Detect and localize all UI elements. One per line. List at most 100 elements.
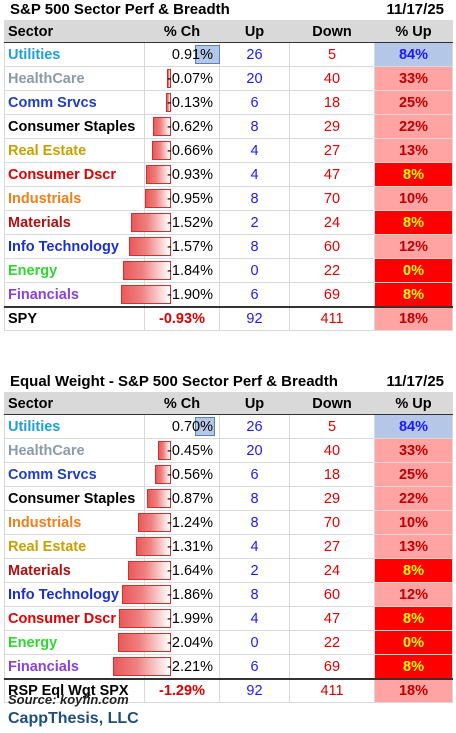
sector-name: Materials — [4, 210, 145, 235]
table-row: Materials -1.52% 2 24 8% — [4, 210, 453, 235]
table-body: Utilities 0.91% 26 5 84% HealthCare -0.07% 20 40… — [4, 42, 453, 331]
pct-up-cell: 0% — [374, 258, 453, 283]
pct-up-cell: 8% — [374, 558, 453, 583]
pct-change-bar — [147, 489, 171, 508]
pct-change-bar — [138, 513, 171, 532]
down-count: 18 — [289, 90, 375, 115]
table-row: Comm Srvcs -0.13% 6 18 25% — [4, 90, 453, 115]
brand-logo-text: CappThesis, LLC — [8, 710, 139, 727]
panel-header: Equal Weight - S&P 500 Sector Perf & Bre… — [4, 372, 452, 392]
pct-change-value: 0.91% — [171, 46, 213, 63]
pct-change-bar — [136, 537, 171, 556]
pct-change-cell: -0.56% — [144, 462, 220, 487]
up-count: 8 — [219, 582, 290, 607]
pct-change-cell: -0.93% — [144, 162, 220, 187]
sector-name: HealthCare — [4, 66, 145, 91]
pct-change-bar — [122, 585, 171, 604]
header-pct-change: % Ch — [144, 20, 220, 43]
panel-header: S&P 500 Sector Perf & Breadth 11/17/25 — [4, 0, 452, 20]
pct-up-cell: 8% — [374, 162, 453, 187]
pct-change-cell: -0.45% — [144, 438, 220, 463]
pct-change-value: -0.87% — [167, 490, 213, 507]
up-count: 4 — [219, 534, 290, 559]
header-pct-up: % Up — [374, 392, 453, 415]
pct-up-cell: 8% — [374, 606, 453, 631]
sector-name: HealthCare — [4, 438, 145, 463]
pct-change-value: -1.99% — [167, 610, 213, 627]
table-header-row: Sector % Ch Up Down % Up — [4, 20, 453, 43]
equal-weight-panel: Equal Weight - S&P 500 Sector Perf & Bre… — [4, 372, 453, 703]
table-row: Utilities 0.91% 26 5 84% — [4, 42, 453, 67]
pct-up-cell: 8% — [374, 210, 453, 235]
sector-name: Materials — [4, 558, 145, 583]
sector-name: SPY — [4, 306, 145, 331]
down-count: 27 — [289, 534, 375, 559]
table-row: Energy -1.84% 0 22 0% — [4, 258, 453, 283]
pct-change-cell: -1.31% — [136, 534, 220, 559]
down-count: 70 — [289, 510, 375, 535]
table-row: Industrials -1.24% 8 70 10% — [4, 510, 453, 535]
table-row: Utilities 0.70% 26 5 84% — [4, 414, 453, 439]
down-count: 5 — [289, 414, 375, 439]
sector-name: Comm Srvcs — [4, 462, 145, 487]
up-count: 0 — [219, 258, 290, 283]
up-count: 26 — [219, 414, 290, 439]
pct-up-cell: 18% — [374, 678, 453, 703]
pct-change-bar — [131, 213, 171, 232]
down-count: 69 — [289, 282, 375, 308]
up-count: 6 — [219, 654, 290, 680]
pct-up-cell: 10% — [374, 510, 453, 535]
sector-name: Energy — [4, 258, 145, 283]
panel-date: 11/17/25 — [386, 373, 444, 390]
table-row: HealthCare -0.07% 20 40 33% — [4, 66, 453, 91]
down-count: 47 — [289, 162, 375, 187]
pct-change-value: -1.57% — [167, 238, 213, 255]
sector-name: Real Estate — [4, 534, 145, 559]
pct-up-cell: 22% — [374, 114, 453, 139]
pct-up-cell: 33% — [374, 66, 453, 91]
header-up: Up — [219, 20, 290, 43]
table-row: Financials -2.21% 6 69 8% — [4, 654, 453, 680]
header-sector: Sector — [4, 392, 145, 415]
table-row: Info Technology -1.57% 8 60 12% — [4, 234, 453, 259]
sector-name: Real Estate — [4, 138, 145, 163]
pct-change-bar — [153, 117, 171, 136]
down-count: 27 — [289, 138, 375, 163]
pct-change-cell: -2.04% — [118, 630, 220, 655]
down-count: 18 — [289, 462, 375, 487]
up-count: 6 — [219, 90, 290, 115]
pct-change-bar — [118, 633, 171, 652]
header-down: Down — [289, 20, 375, 43]
table-row: Info Technology -1.86% 8 60 12% — [4, 582, 453, 607]
up-count: 8 — [219, 234, 290, 259]
pct-change-cell: -1.84% — [123, 258, 220, 283]
pct-change-bar — [123, 261, 171, 280]
up-count: 8 — [219, 510, 290, 535]
down-count: 5 — [289, 42, 375, 67]
table-row: Financials -1.90% 6 69 8% — [4, 282, 453, 308]
up-count: 0 — [219, 630, 290, 655]
pct-change-cell: -1.57% — [129, 234, 220, 259]
pct-up-cell: 84% — [374, 414, 453, 439]
pct-change-cell: -0.93% — [144, 306, 220, 331]
sector-perf-panel: S&P 500 Sector Perf & Breadth 11/17/25 S… — [4, 0, 453, 331]
pct-change-bar — [155, 465, 171, 484]
down-count: 24 — [289, 558, 375, 583]
header-pct-up: % Up — [374, 20, 453, 43]
sector-name: Consumer Dscr — [4, 162, 145, 187]
pct-change-bar — [145, 189, 171, 208]
pct-change-cell: -1.99% — [119, 606, 220, 631]
pct-change-bar — [119, 609, 171, 628]
table-row: Consumer Dscr -1.99% 4 47 8% — [4, 606, 453, 631]
pct-up-cell: 18% — [374, 306, 453, 331]
sector-name: Info Technology — [4, 234, 145, 259]
pct-up-cell: 8% — [374, 654, 453, 680]
down-count: 29 — [289, 114, 375, 139]
sector-table: Sector % Ch Up Down % Up Utilities 0.91% 2… — [4, 20, 453, 331]
pct-change-value: -1.64% — [167, 562, 213, 579]
pct-change-value: -0.66% — [167, 142, 213, 159]
source-note: Source: koyfin.com — [8, 692, 129, 707]
table-row: HealthCare -0.45% 20 40 33% — [4, 438, 453, 463]
summary-row: SPY -0.93% 92 411 18% — [4, 306, 453, 331]
pct-change-cell: -1.64% — [128, 558, 220, 583]
